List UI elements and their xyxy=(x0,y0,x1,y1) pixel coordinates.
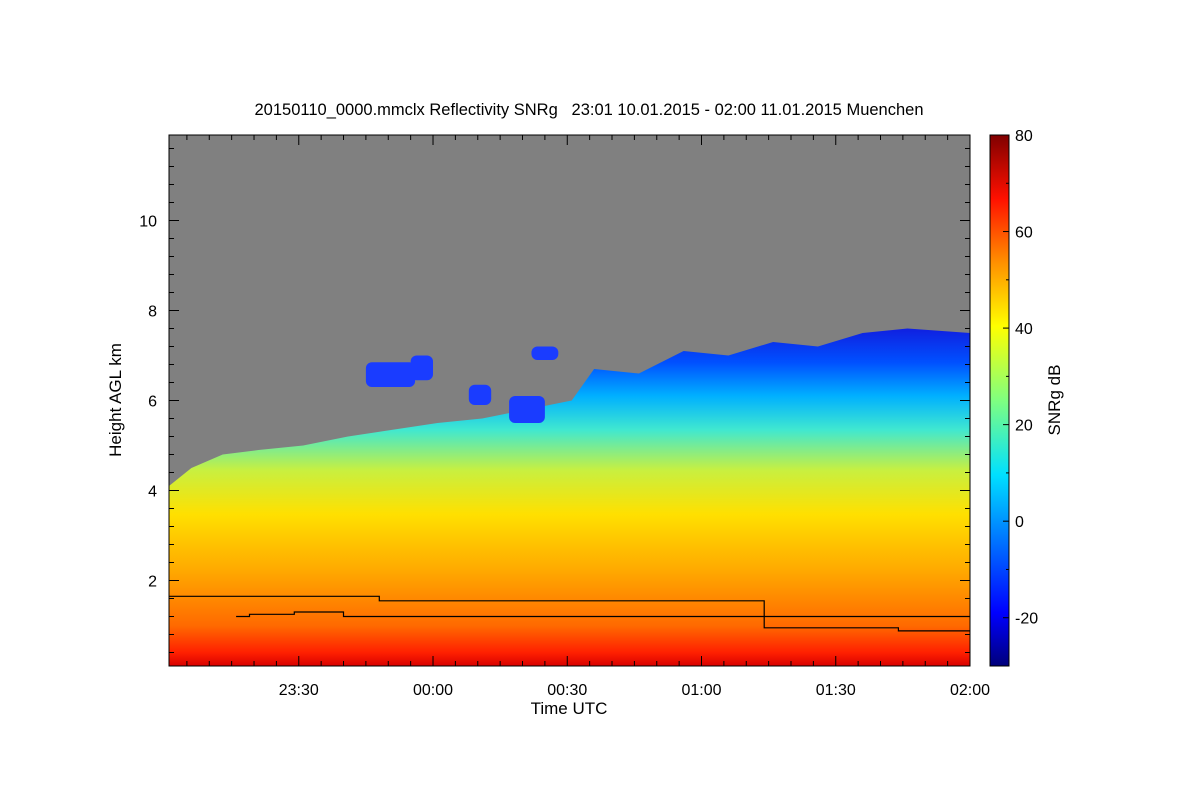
x-axis: 23:30 00:00 00:30 01:00 01:30 02:00 xyxy=(186,135,990,699)
x-axis-label: Time UTC xyxy=(531,699,608,718)
y-axis-label: Height AGL km xyxy=(106,343,125,457)
melting-layer-lines xyxy=(169,595,970,632)
y-tick-label: 10 xyxy=(139,214,157,231)
y-tick-label: 8 xyxy=(148,304,157,321)
colorbar-tick-label: 20 xyxy=(1015,418,1033,435)
cloud-patch xyxy=(468,384,492,405)
x-tick-label: 00:30 xyxy=(547,682,587,699)
colorbar-tick-label: 40 xyxy=(1015,321,1033,338)
cloud-patch xyxy=(509,396,545,423)
x-tick-label: 00:00 xyxy=(413,682,453,699)
colorbar-label: SNRg dB xyxy=(1045,365,1064,436)
colorbar-tick-label: 60 xyxy=(1015,225,1033,242)
x-tick-label: 01:00 xyxy=(681,682,721,699)
plot-area xyxy=(168,134,971,667)
colorbar-tick-label: 80 xyxy=(1015,128,1033,145)
y-tick-label: 4 xyxy=(148,484,157,501)
chart-title: 20150110_0000.mmclx Reflectivity SNRg 23… xyxy=(255,101,924,119)
colorbar-ticks: -20 0 20 40 60 80 xyxy=(1003,128,1038,667)
x-tick-label: 01:30 xyxy=(816,682,856,699)
heatmap-layer xyxy=(169,328,970,666)
y-tick-label: 6 xyxy=(148,394,157,411)
colorbar-tick-label: -20 xyxy=(1015,611,1038,628)
melting-layer-line-lower xyxy=(236,611,970,632)
cloud-patch xyxy=(365,362,416,387)
y-axis: 2 4 6 8 10 xyxy=(139,148,970,653)
colorbar: -20 0 20 40 60 80 SNRg dB xyxy=(989,128,1064,667)
x-tick-label: 23:30 xyxy=(279,682,319,699)
colorbar-gradient xyxy=(989,134,1010,667)
y-tick-label: 2 xyxy=(148,574,157,591)
cloud-patch xyxy=(410,355,434,381)
x-tick-label: 02:00 xyxy=(950,682,990,699)
colorbar-tick-label: 0 xyxy=(1015,514,1024,531)
echo-region xyxy=(169,328,970,666)
cloud-patch xyxy=(531,346,559,360)
